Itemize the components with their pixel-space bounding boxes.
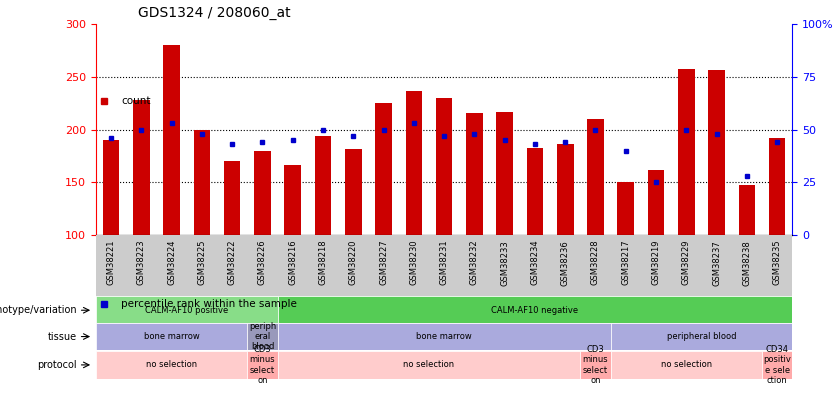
- Bar: [762, 351, 792, 379]
- Text: CD3
minus
select
on: CD3 minus select on: [583, 345, 608, 385]
- Bar: [708, 70, 725, 235]
- Text: GSM38217: GSM38217: [621, 240, 631, 286]
- Bar: [163, 45, 180, 235]
- Bar: [580, 351, 610, 379]
- Text: GSM38225: GSM38225: [198, 240, 206, 285]
- Text: no selection: no selection: [661, 360, 712, 369]
- Text: genotype/variation: genotype/variation: [0, 305, 77, 315]
- Bar: [314, 136, 331, 235]
- Text: tissue: tissue: [48, 332, 77, 341]
- Bar: [436, 98, 452, 235]
- Bar: [769, 138, 786, 235]
- Bar: [248, 323, 278, 350]
- Text: percentile rank within the sample: percentile rank within the sample: [121, 299, 297, 309]
- Bar: [610, 351, 762, 379]
- Bar: [278, 351, 580, 379]
- Text: periph
eral
blood: periph eral blood: [249, 322, 276, 352]
- Text: GSM38233: GSM38233: [500, 240, 510, 286]
- Bar: [96, 351, 248, 379]
- Bar: [284, 165, 301, 235]
- Bar: [96, 296, 278, 324]
- Bar: [345, 149, 362, 235]
- Bar: [224, 161, 240, 235]
- Text: GDS1324 / 208060_at: GDS1324 / 208060_at: [138, 6, 290, 20]
- Text: bone marrow: bone marrow: [416, 332, 472, 341]
- Bar: [678, 68, 695, 235]
- Text: GSM38223: GSM38223: [137, 240, 146, 286]
- Text: count: count: [121, 96, 150, 106]
- Text: bone marrow: bone marrow: [143, 332, 199, 341]
- Text: GSM38237: GSM38237: [712, 240, 721, 286]
- Text: GSM38230: GSM38230: [409, 240, 419, 286]
- Bar: [739, 185, 756, 235]
- Text: GSM38216: GSM38216: [289, 240, 297, 286]
- Text: protocol: protocol: [37, 360, 77, 370]
- Bar: [193, 130, 210, 235]
- Text: GSM38229: GSM38229: [682, 240, 691, 285]
- Bar: [405, 91, 422, 235]
- Text: GSM38236: GSM38236: [560, 240, 570, 286]
- Bar: [557, 144, 574, 235]
- Text: peripheral blood: peripheral blood: [666, 332, 736, 341]
- Text: GSM38228: GSM38228: [591, 240, 600, 286]
- Text: GSM38231: GSM38231: [440, 240, 449, 286]
- Text: CALM-AF10 positive: CALM-AF10 positive: [145, 306, 229, 315]
- Text: GSM38227: GSM38227: [379, 240, 388, 286]
- Bar: [648, 170, 665, 235]
- Bar: [526, 147, 543, 235]
- Bar: [375, 103, 392, 235]
- Bar: [617, 182, 634, 235]
- Bar: [587, 119, 604, 235]
- Text: GSM38220: GSM38220: [349, 240, 358, 285]
- Bar: [133, 100, 149, 235]
- Bar: [610, 323, 792, 350]
- Text: GSM38224: GSM38224: [167, 240, 176, 285]
- Bar: [278, 296, 792, 324]
- Text: CD34
positiv
e sele
ction: CD34 positiv e sele ction: [763, 345, 791, 385]
- Bar: [103, 140, 119, 235]
- Text: GSM38221: GSM38221: [107, 240, 116, 285]
- Text: GSM38238: GSM38238: [742, 240, 751, 286]
- Bar: [254, 151, 271, 235]
- Text: GSM38222: GSM38222: [228, 240, 237, 285]
- Text: no selection: no selection: [146, 360, 197, 369]
- Text: GSM38218: GSM38218: [319, 240, 328, 286]
- Text: GSM38226: GSM38226: [258, 240, 267, 286]
- Bar: [496, 112, 513, 235]
- Text: GSM38219: GSM38219: [651, 240, 661, 285]
- Text: GSM38235: GSM38235: [772, 240, 781, 286]
- Text: no selection: no selection: [404, 360, 455, 369]
- Text: GSM38234: GSM38234: [530, 240, 540, 286]
- Bar: [96, 323, 248, 350]
- Bar: [278, 323, 610, 350]
- Text: GSM38232: GSM38232: [470, 240, 479, 286]
- Text: CALM-AF10 negative: CALM-AF10 negative: [491, 306, 579, 315]
- Bar: [466, 113, 483, 235]
- Text: CD3
minus
select
on: CD3 minus select on: [249, 345, 275, 385]
- Bar: [248, 351, 278, 379]
